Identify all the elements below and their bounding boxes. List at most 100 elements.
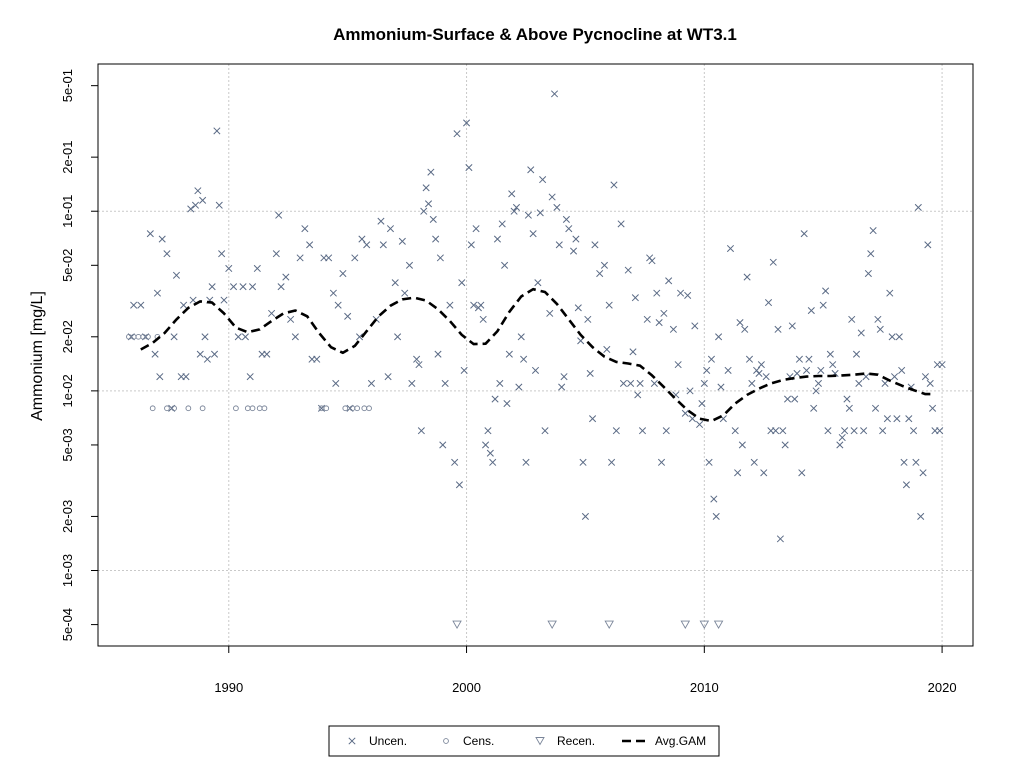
uncensored-point xyxy=(674,361,682,369)
uncensored-point xyxy=(886,289,894,297)
uncensored-point xyxy=(329,289,337,297)
uncensored-point xyxy=(358,235,366,243)
uncensored-point xyxy=(524,211,532,219)
uncensored-point xyxy=(829,361,837,369)
y-tick-label: 5e-04 xyxy=(60,608,75,641)
uncensored-point xyxy=(432,235,440,243)
legend-label: Uncen. xyxy=(369,734,407,748)
legend-box xyxy=(328,725,720,757)
uncensored-point xyxy=(710,495,718,503)
uncensored-point xyxy=(648,257,656,265)
uncensored-point xyxy=(170,333,178,341)
uncensored-point xyxy=(776,535,784,543)
legend-label: Avg.GAM xyxy=(655,734,706,748)
uncensored-point xyxy=(486,449,494,457)
uncensored-point xyxy=(634,391,642,399)
uncensored-point xyxy=(405,261,414,269)
uncensored-point xyxy=(229,283,238,291)
uncensored-point xyxy=(415,361,423,369)
uncensored-point xyxy=(581,512,589,520)
uncensored-point xyxy=(569,247,578,255)
uncensored-point xyxy=(852,350,861,358)
uncensored-point xyxy=(546,309,554,317)
uncensored-point xyxy=(325,254,333,262)
y-axis-label: Ammonium [mg/L] xyxy=(29,291,46,421)
uncensored-point xyxy=(455,481,463,489)
uncensored-point xyxy=(617,220,625,228)
recensored-point xyxy=(547,620,557,629)
uncensored-point xyxy=(158,235,166,243)
uncensored-point xyxy=(156,373,164,381)
uncensored-point xyxy=(215,201,223,209)
gam-line xyxy=(140,287,935,423)
uncensored-point xyxy=(531,366,540,374)
uncensored-point xyxy=(479,315,487,323)
uncensored-point xyxy=(629,348,637,356)
uncensored-point xyxy=(220,296,228,304)
uncensored-point xyxy=(472,225,480,233)
uncensored-point xyxy=(562,215,570,223)
uncensored-point xyxy=(541,427,549,435)
uncensored-point xyxy=(417,427,425,435)
uncensored-point xyxy=(429,215,437,223)
recensored-point xyxy=(713,620,724,629)
uncensored-point xyxy=(717,383,725,391)
uncensored-point xyxy=(936,427,944,435)
legend-label: Recen. xyxy=(557,734,595,748)
uncensored-point xyxy=(398,237,406,245)
uncensored-point xyxy=(534,279,542,287)
uncensored-point xyxy=(424,200,433,208)
uncensored-point xyxy=(377,217,385,225)
uncensored-point xyxy=(408,379,416,387)
uncensored-point xyxy=(841,427,849,435)
uncensored-point xyxy=(182,373,190,381)
y-tick-label: 5e-01 xyxy=(60,69,75,102)
y-tick-label: 2e-02 xyxy=(60,320,75,353)
uncensored-point xyxy=(379,241,387,249)
uncensored-point xyxy=(698,399,706,408)
uncensored-point xyxy=(536,209,544,217)
uncensored-point xyxy=(807,306,815,315)
uncensored-point xyxy=(291,333,299,341)
uncensored-point xyxy=(555,241,563,249)
uncensored-point xyxy=(434,350,442,358)
uncensored-point xyxy=(636,379,644,387)
uncensored-point xyxy=(705,458,713,466)
y-tick-label: 2e-03 xyxy=(60,500,75,533)
uncensored-point xyxy=(810,404,818,412)
uncensored-point xyxy=(491,395,499,403)
uncensored-point xyxy=(344,312,352,320)
uncensored-point xyxy=(627,379,635,387)
uncensored-point xyxy=(860,427,868,435)
uncensored-point xyxy=(734,469,742,477)
uncensored-point xyxy=(558,383,566,391)
uncensored-point xyxy=(277,283,285,291)
uncensored-point xyxy=(619,379,628,387)
censored-point xyxy=(199,405,206,412)
legend-swatch xyxy=(535,737,545,746)
censored-point xyxy=(244,405,251,412)
uncensored-point xyxy=(781,441,789,449)
uncensored-point xyxy=(726,244,735,253)
legend-item: Cens. xyxy=(443,734,494,748)
uncensored-point xyxy=(189,296,197,304)
uncensored-point xyxy=(520,355,528,363)
uncensored-point xyxy=(208,283,216,291)
uncensored-point xyxy=(589,415,597,423)
uncensored-point xyxy=(248,283,257,291)
uncensored-point xyxy=(662,427,670,435)
uncensored-point xyxy=(757,361,765,369)
uncensored-point xyxy=(657,458,666,466)
uncensored-point xyxy=(210,350,219,358)
uncensored-point xyxy=(241,333,249,341)
uncensored-point xyxy=(655,319,663,327)
censored-point xyxy=(261,405,268,412)
uncensored-point xyxy=(929,404,937,412)
uncensored-point xyxy=(275,211,283,219)
uncensored-point xyxy=(194,187,202,195)
uncensored-point xyxy=(921,373,929,381)
uncensored-point xyxy=(691,322,699,330)
uncensored-point xyxy=(579,458,587,466)
censored-point xyxy=(145,333,151,340)
uncensored-point xyxy=(805,355,813,363)
